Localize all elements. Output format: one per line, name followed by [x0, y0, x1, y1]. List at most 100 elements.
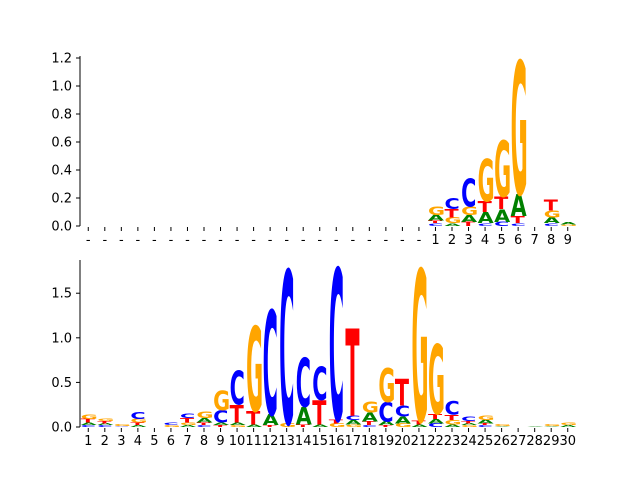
y-tick-label: 0.0: [51, 421, 72, 436]
logo-letter-C: C: [180, 412, 195, 419]
logo-letter-T: T: [180, 417, 195, 424]
logo-letter-T: T: [97, 420, 112, 424]
x-tick-label: 9: [216, 434, 224, 449]
logo-letter-C: C: [445, 398, 460, 420]
y-tick-label: 1.0: [51, 331, 72, 346]
x-tick-label: 27: [510, 434, 527, 449]
x-tick-label: -: [367, 233, 372, 248]
x-tick-label: 8: [547, 233, 555, 248]
logo-letter-T: T: [461, 221, 476, 228]
logo-letter-G: G: [279, 422, 296, 428]
x-tick-label: -: [235, 233, 240, 248]
logo-letter-A: A: [544, 216, 561, 225]
x-tick-label: 26: [493, 434, 510, 449]
y-tick-label: 1.5: [51, 287, 72, 302]
logo-letter-C: C: [494, 221, 509, 228]
logo-letter-A: A: [263, 412, 279, 429]
x-tick-label: -: [284, 233, 289, 248]
y-tick-label: 1.2: [51, 52, 72, 67]
logo-letter-G: G: [81, 413, 98, 420]
logo-letter-C: C: [428, 222, 443, 227]
logo-letter-C: C: [461, 172, 476, 217]
x-tick-label: 1: [84, 434, 92, 449]
x-tick-label: 1: [431, 233, 439, 248]
logo-letter-T: T: [544, 197, 559, 215]
logo-letter-G: G: [130, 418, 147, 424]
logo-letter-A: A: [411, 424, 428, 428]
logo-letter-G: G: [544, 424, 561, 427]
logo-letter-A: A: [494, 206, 510, 226]
logo-letter-T: T: [461, 420, 476, 424]
x-tick-label: 7: [531, 233, 539, 248]
logo-letter-G: G: [494, 424, 511, 427]
x-tick-label: 29: [543, 434, 560, 449]
logo-letter-A: A: [478, 419, 495, 425]
logo-letter-A: A: [81, 422, 98, 426]
logo-letter-C: C: [230, 363, 245, 416]
x-tick-label: 30: [559, 434, 576, 449]
x-tick-label: 25: [477, 434, 494, 449]
x-tick-label: 22: [427, 434, 444, 449]
logo-letter-G: G: [329, 422, 346, 428]
x-tick-label: -: [119, 233, 124, 248]
logo-letter-A: A: [560, 425, 577, 428]
x-tick-label: 5: [497, 233, 505, 248]
logo-letter-A: A: [312, 424, 329, 428]
logo-letter-G: G: [560, 422, 577, 426]
logo-letter-C: C: [296, 344, 311, 422]
y-tick-label: 1.0: [51, 80, 72, 95]
logo-letter-A: A: [345, 419, 361, 426]
logo-letter-A: A: [511, 189, 528, 224]
logo-letter-T: T: [494, 194, 508, 214]
logo-letter-G: G: [378, 361, 395, 414]
logo-letter-C: C: [362, 425, 377, 428]
x-tick-label: 3: [117, 434, 125, 449]
logo-letter-T: T: [445, 413, 460, 421]
logo-letter-T: T: [197, 422, 212, 426]
logo-letter-G: G: [461, 204, 478, 218]
logo-letter-G: G: [180, 422, 197, 426]
top-logo-panel: 0.00.20.40.60.81.01.2- - - - - - - - - - - - - - - - - - -…: [51, 25, 577, 248]
logo-letter-C: C: [478, 222, 493, 227]
logo-letter-T: T: [230, 401, 245, 429]
logo-letter-T: T: [329, 419, 344, 425]
x-tick-label: -: [152, 233, 157, 248]
logo-letter-A: A: [494, 426, 511, 427]
logo-letter-A: A: [428, 213, 445, 222]
logo-letter-A: A: [445, 222, 462, 227]
logo-letter-T: T: [378, 425, 392, 428]
x-tick-label: 3: [464, 233, 472, 248]
logo-letter-C: C: [114, 426, 129, 427]
x-tick-label: 6: [167, 434, 175, 449]
x-tick-label: 24: [460, 434, 477, 449]
x-tick-label: 4: [481, 233, 489, 248]
logo-letter-C: C: [312, 359, 327, 412]
logo-letter-C: C: [197, 425, 212, 428]
y-tick-label: 0.8: [51, 108, 72, 123]
logo-letter-C: C: [329, 227, 344, 469]
logo-letter-C: C: [544, 222, 559, 227]
logo-letter-T: T: [130, 422, 145, 426]
logo-letter-T: T: [345, 305, 359, 444]
x-tick-label: 6: [514, 233, 522, 248]
logo-letter-C: C: [263, 283, 278, 450]
logo-letter-C: C: [461, 415, 476, 422]
logo-letter-G: G: [213, 385, 230, 416]
x-tick-label: 9: [564, 233, 572, 248]
logo-letter-T: T: [478, 423, 492, 426]
logo-letter-C: C: [478, 425, 493, 428]
x-tick-label: -: [350, 233, 355, 248]
x-tick-label: -: [301, 233, 306, 248]
logo-letter-A: A: [97, 423, 114, 426]
logo-letter-T: T: [296, 424, 311, 428]
logo-letter-G: G: [395, 422, 412, 428]
x-tick-label: 13: [278, 434, 295, 449]
y-tick-label: 0.4: [51, 164, 72, 179]
logo-letter-T: T: [411, 420, 426, 426]
x-tick-label: -: [202, 233, 207, 248]
logo-letter-G: G: [478, 414, 495, 421]
logo-letter-G: G: [511, 25, 528, 237]
logo-letter-G: G: [445, 419, 462, 426]
logo-letter-T: T: [445, 207, 460, 221]
